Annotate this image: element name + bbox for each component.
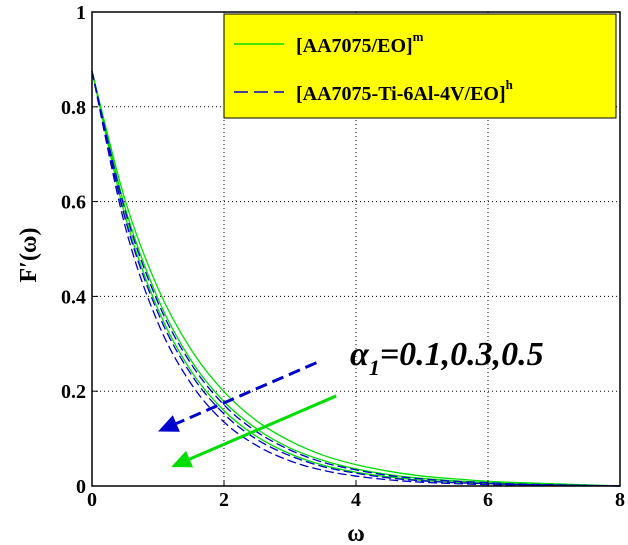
legend-box (223, 13, 617, 119)
y-tick-label: 0.4 (61, 286, 86, 308)
y-tick-labels: 0 0.2 0.4 0.6 0.8 1 (61, 2, 86, 498)
y-tick-label: 0.6 (61, 192, 86, 214)
y-tick-label: 0.2 (61, 381, 86, 403)
arrows (158, 361, 337, 468)
y-tick-label: 0.8 (61, 97, 86, 119)
legend-sup-1: m (413, 29, 424, 44)
x-tick-label: 6 (483, 489, 493, 511)
series-line-4 (91, 71, 621, 487)
legend-label-2: [AA7075-Ti-6Al-4V/EO]h (296, 77, 514, 105)
series-line-1 (91, 71, 621, 487)
arrow-shaft-2 (188, 394, 337, 461)
legend-sup-2: h (506, 77, 514, 92)
x-tick-label: 0 (87, 489, 97, 511)
x-axis-title: ω (347, 521, 365, 545)
x-tick-labels: 0 2 4 6 8 (87, 489, 625, 511)
x-tick-label: 8 (615, 489, 625, 511)
legend-label-1: [AA7075/EO]m (296, 29, 424, 57)
series-group (91, 71, 621, 487)
y-tick-label: 1 (76, 2, 86, 24)
series-line-6 (91, 71, 621, 487)
x-tick-label: 2 (219, 489, 229, 511)
y-tick-label: 0 (76, 476, 86, 498)
arrow-head-2 (171, 450, 194, 468)
arrow-shaft-1 (175, 361, 317, 425)
x-tick-label: 4 (351, 489, 361, 511)
legend: [AA7075/EO]m [AA7075-Ti-6Al-4V/EO]h (223, 13, 617, 119)
y-axis-title: F′(ω) (16, 228, 42, 283)
arrow-head-1 (158, 415, 180, 432)
parameter-annotation: α1=0.1,0.3,0.5 (350, 336, 544, 380)
series-line-5 (91, 71, 621, 487)
tick-marks (91, 11, 621, 487)
